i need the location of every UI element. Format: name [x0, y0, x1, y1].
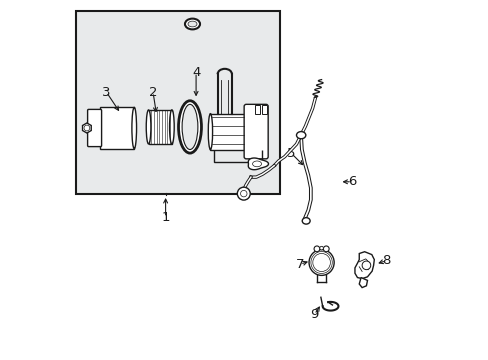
Ellipse shape [132, 107, 136, 149]
Text: 6: 6 [347, 175, 356, 188]
Circle shape [319, 246, 323, 250]
Ellipse shape [208, 114, 212, 149]
Ellipse shape [296, 132, 305, 139]
Bar [148, 110, 171, 144]
Text: 1: 1 [161, 211, 169, 224]
Circle shape [313, 246, 319, 252]
Polygon shape [354, 252, 373, 279]
Polygon shape [82, 123, 91, 133]
Bar [100, 107, 134, 149]
Bar [76, 12, 280, 194]
Ellipse shape [146, 110, 151, 144]
Ellipse shape [302, 218, 309, 224]
Text: 5: 5 [286, 147, 295, 159]
Text: 8: 8 [381, 254, 389, 267]
FancyBboxPatch shape [244, 104, 267, 159]
FancyBboxPatch shape [87, 109, 102, 147]
Ellipse shape [169, 110, 174, 144]
Circle shape [323, 246, 328, 252]
Text: 7: 7 [295, 258, 304, 271]
Ellipse shape [187, 21, 197, 27]
Bar [210, 114, 246, 149]
Circle shape [240, 190, 246, 197]
Text: 3: 3 [102, 86, 110, 99]
Ellipse shape [308, 249, 333, 275]
Text: 4: 4 [191, 66, 200, 79]
Ellipse shape [310, 252, 331, 274]
Text: 2: 2 [148, 86, 157, 99]
Text: 9: 9 [309, 308, 318, 321]
Circle shape [84, 125, 90, 131]
Ellipse shape [178, 101, 201, 153]
Ellipse shape [184, 19, 200, 30]
Ellipse shape [312, 253, 330, 271]
Ellipse shape [252, 161, 261, 167]
Bar [255, 105, 259, 114]
Polygon shape [359, 278, 367, 288]
Ellipse shape [182, 104, 198, 149]
Circle shape [237, 187, 250, 200]
Bar [262, 105, 266, 114]
Circle shape [362, 261, 370, 270]
Polygon shape [248, 158, 268, 170]
